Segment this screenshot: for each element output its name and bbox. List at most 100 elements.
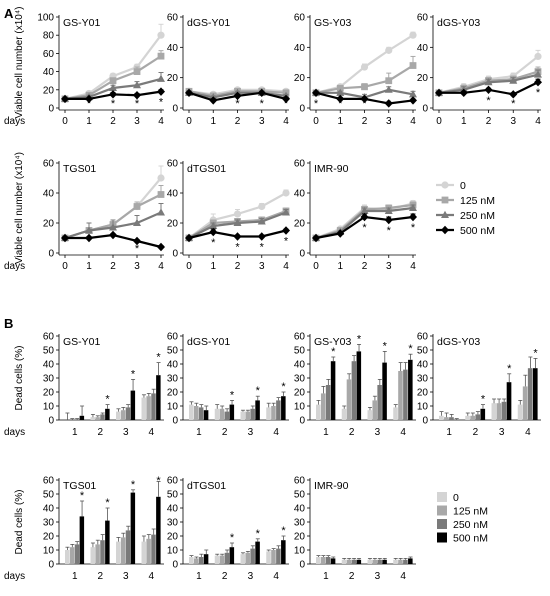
bar (224, 411, 230, 420)
legend-label: 0 (453, 492, 459, 504)
line-chart-imr-90: 0 20 40 60 0 1 2 3 4 IMR-90 * * * (294, 159, 417, 272)
bar-chart-dtgs01: 0 10 20 30 40 50 60 dTGS01 1 2 * 3 * 4 * (167, 476, 289, 582)
x-tick-label: 3 (134, 116, 140, 127)
data-point (384, 85, 393, 93)
x-tick-label: 2 (362, 116, 368, 127)
bar (203, 554, 209, 564)
data-point (409, 31, 417, 39)
bar (224, 552, 230, 564)
x-tick-label: 2 (486, 116, 492, 127)
data-point (133, 91, 141, 100)
data-point (257, 232, 266, 241)
bar (65, 550, 70, 564)
data-point (157, 31, 165, 39)
bar (69, 547, 75, 564)
data-point (361, 83, 368, 91)
bar (281, 396, 286, 420)
significance-mark: * (533, 347, 538, 359)
line-chart-dtgs01: 0 20 40 60 0 1 2 3 4 dTGS01 * * * * (167, 159, 290, 272)
series-500-nm (61, 87, 165, 104)
significance-mark: * (80, 490, 85, 502)
data-point (109, 90, 117, 99)
series-500-nm (312, 212, 417, 243)
series-125-nm (312, 55, 417, 97)
significance-mark: * (230, 389, 235, 401)
significance-mark: * (211, 237, 216, 249)
legend-label: 250 nM (460, 210, 495, 222)
significance-mark: * (357, 333, 362, 345)
bar (271, 406, 276, 420)
significance-mark: * (314, 98, 319, 110)
bar (193, 558, 199, 564)
line-chart-gs-y01: 0 20 40 60 80 100 0 1 2 3 4 GS-Y01 * * * * Viable cell n… (4, 7, 165, 127)
bar (527, 368, 533, 420)
x-tick-label: 1 (461, 116, 467, 127)
legend-label: 125 nM (453, 506, 488, 518)
x-tick-label: 1 (196, 571, 202, 582)
data-point (233, 210, 242, 218)
x-tick-label: 1 (72, 571, 78, 582)
bar (245, 552, 250, 564)
significance-mark: * (362, 222, 367, 234)
data-point (157, 174, 165, 182)
significance-mark: * (105, 394, 110, 406)
x-tick-label: 2 (362, 261, 368, 272)
data-point (336, 84, 344, 92)
bar (281, 540, 286, 564)
y-tick-label: 10 (167, 402, 179, 413)
y-tick-label: 20 (167, 532, 179, 543)
y-tick-label: 60 (294, 13, 306, 24)
y-tick-label: 60 (167, 332, 179, 343)
legend-label: 250 nM (453, 519, 488, 531)
line-chart-gs-y03: 0 20 40 60 0 1 2 3 4 GS-Y03 * * * * * (294, 13, 417, 127)
significance-mark: * (230, 532, 235, 544)
bar (320, 557, 326, 564)
y-tick-label: 60 (43, 159, 55, 170)
data-point (85, 226, 93, 234)
bar (465, 415, 470, 420)
y-tick-label: 20 (417, 73, 429, 84)
data-point (282, 226, 290, 235)
bar (501, 401, 507, 420)
bar (475, 414, 481, 420)
x-tick-label: 4 (400, 427, 406, 438)
y-tick-label: 60 (167, 159, 179, 170)
data-point (257, 88, 266, 98)
data-point (209, 221, 218, 229)
y-tick-label: 40 (167, 43, 179, 54)
data-point (409, 90, 417, 98)
x-tick-label: 2 (222, 427, 228, 438)
x-tick-label: 0 (62, 261, 68, 272)
bar (214, 408, 220, 420)
significance-mark: * (156, 352, 161, 364)
bar (346, 559, 352, 564)
data-point (85, 233, 93, 243)
y-tick-label: 60 (417, 13, 429, 24)
data-point (384, 215, 393, 225)
y-tick-label: 10 (417, 402, 429, 413)
x-tick-label: 3 (123, 427, 129, 438)
bar (95, 544, 100, 564)
y-tick-label: 60 (294, 476, 306, 487)
bar (398, 371, 403, 420)
significance-mark: * (135, 98, 140, 110)
x-tick-label: 3 (259, 116, 265, 127)
y-tick-label: 0 (299, 249, 305, 260)
data-point (360, 63, 369, 71)
chart-title: dTGS01 (187, 163, 226, 175)
data-point (157, 242, 165, 252)
x-tick-label: 2 (110, 261, 116, 272)
x-tick-label: 2 (110, 116, 116, 127)
x-tick-label: 2 (222, 571, 228, 582)
y-tick-label: 10 (43, 402, 55, 413)
significance-mark: * (411, 98, 416, 110)
bar (372, 400, 377, 420)
x-tick-label: 0 (436, 116, 442, 127)
y-axis-label: Viable cell number (x10⁴) (14, 7, 25, 119)
bar (403, 369, 408, 420)
significance-mark: * (331, 346, 336, 358)
bar (116, 541, 121, 564)
bar (141, 541, 146, 564)
bar (408, 359, 413, 420)
bar (316, 557, 321, 564)
